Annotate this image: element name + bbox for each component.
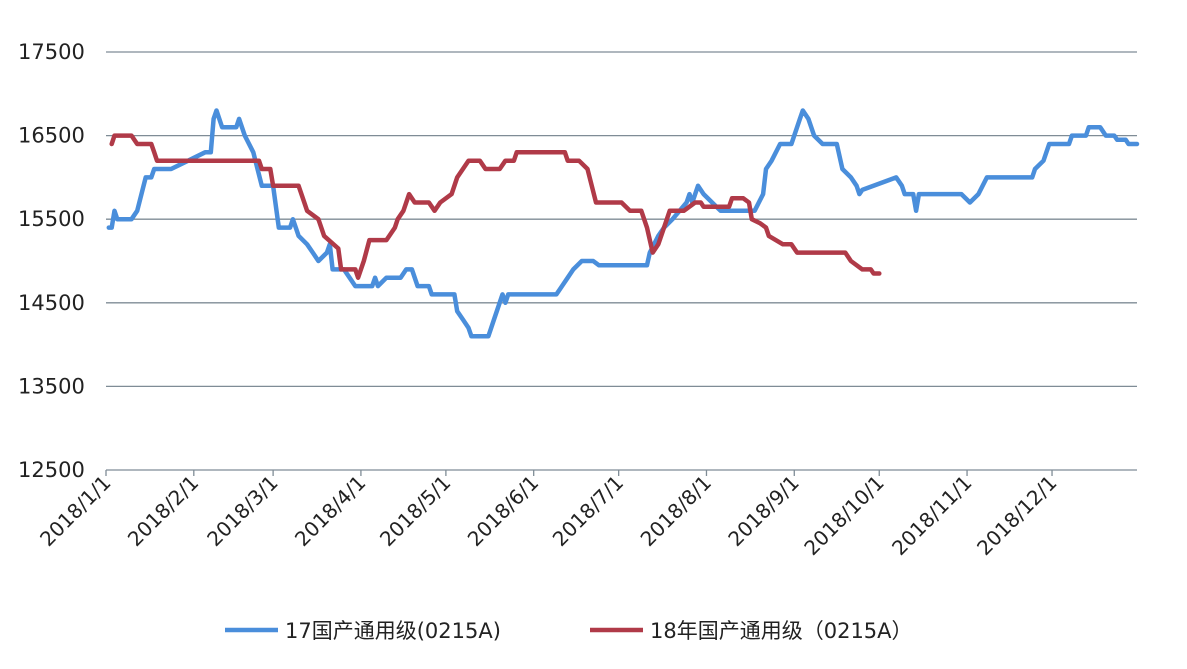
y-tick-label: 15500 — [18, 207, 85, 231]
series-lines — [106, 108, 1140, 339]
x-tick-label: 2018/4/1 — [290, 471, 370, 551]
x-tick-label: 2018/3/1 — [202, 471, 282, 551]
y-axis-tick-labels: 12500 13500 14500 15500 16500 17500 — [18, 40, 85, 482]
x-tick-label: 2018/5/1 — [375, 471, 455, 551]
x-tick-label: 2018/1/1 — [35, 471, 115, 551]
x-tick-label: 2018/12/1 — [972, 471, 1061, 560]
series-line-2 — [109, 133, 882, 280]
x-tick-label: 2018/10/1 — [799, 471, 888, 560]
gridlines — [106, 51, 1137, 388]
legend-label-series-1: 17国产通用级(0215A) — [285, 619, 501, 643]
legend: 17国产通用级(0215A) 18年国产通用级（0215A） — [225, 619, 913, 643]
x-axis — [105, 469, 1137, 476]
x-tick-label: 2018/11/1 — [887, 471, 976, 560]
series-line-1 — [106, 108, 1140, 339]
y-tick-label: 17500 — [18, 40, 85, 64]
y-tick-label: 12500 — [18, 458, 85, 482]
y-tick-label: 16500 — [18, 124, 85, 148]
x-tick-label: 2018/6/1 — [463, 471, 543, 551]
y-tick-label: 13500 — [18, 374, 85, 398]
x-tick-label: 2018/9/1 — [723, 471, 803, 551]
x-tick-label: 2018/2/1 — [123, 471, 203, 551]
x-tick-label: 2018/8/1 — [636, 471, 716, 551]
legend-label-series-2: 18年国产通用级（0215A） — [650, 619, 913, 643]
y-tick-label: 14500 — [18, 291, 85, 315]
x-tick-label: 2018/7/1 — [548, 471, 628, 551]
